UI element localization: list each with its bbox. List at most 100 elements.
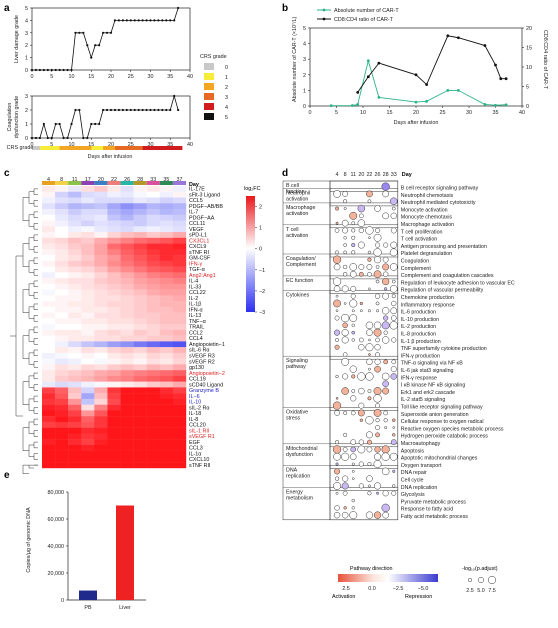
c-heat-cell — [68, 255, 82, 262]
d-legend-size-tick: 7.5 — [488, 588, 496, 594]
d-group-box — [329, 487, 399, 521]
c-heat-cell — [133, 335, 147, 342]
d-dot — [335, 374, 339, 379]
c-heat-cell — [55, 203, 69, 210]
c-heat-cell — [42, 243, 56, 250]
a-bottom-point — [129, 108, 132, 112]
d-dot — [367, 439, 372, 445]
b-series-line — [331, 59, 507, 107]
c-heat-cell — [120, 237, 134, 244]
c-heat-cell — [172, 295, 187, 302]
d-dot — [342, 191, 349, 197]
a-bottom-point — [109, 108, 113, 112]
c-heat-cell — [172, 278, 187, 285]
c-heat-cell — [94, 226, 108, 233]
d-pathway-label: IL-6 production — [401, 310, 436, 316]
c-heat-cell — [133, 421, 147, 428]
a-top-point — [102, 31, 105, 34]
c-heat-cell — [107, 318, 121, 325]
c-heat-cell — [55, 381, 69, 388]
c-heat-cell — [94, 232, 108, 238]
c-heat-cell — [42, 364, 56, 371]
c-heat-cell — [146, 433, 161, 440]
d-dot — [389, 197, 398, 206]
c-heat-cell — [172, 209, 187, 215]
d-group-box — [329, 253, 399, 280]
a-crs-strip-cell — [170, 146, 175, 150]
c-heat-cell — [107, 312, 121, 319]
d-dot — [341, 387, 349, 395]
c-column-color — [55, 181, 69, 185]
c-heat-cell — [55, 243, 69, 250]
c-heat-cell — [81, 283, 95, 290]
c-colorbar — [246, 196, 255, 312]
c-heat-cell — [81, 214, 95, 221]
d-dot — [373, 233, 382, 242]
c-heat-cell — [133, 370, 147, 377]
c-heat-cell — [94, 439, 108, 446]
c-heat-cell — [120, 289, 134, 296]
a-crs-strip-cell — [39, 146, 45, 150]
c-heat-cell — [159, 289, 174, 296]
c-heat-cell — [68, 456, 82, 463]
c-heat-cell — [107, 433, 121, 440]
c-heat-cell — [159, 237, 174, 244]
c-heat-cell — [68, 232, 82, 238]
a-top-point — [34, 68, 38, 72]
c-heat-cell — [172, 410, 187, 417]
d-dot — [334, 315, 340, 321]
c-heat-cell — [146, 272, 161, 279]
a-top-ytick-label: 0 — [25, 68, 28, 74]
c-heat-cell — [120, 324, 134, 331]
c-heat-cell — [68, 243, 82, 250]
c-heat-cell — [159, 220, 174, 227]
d-dot — [335, 491, 339, 495]
c-heat-cell — [55, 255, 69, 262]
a-top-point — [117, 19, 120, 22]
c-heat-cell — [94, 404, 108, 411]
c-row-label: Angiopoietin−1 — [189, 342, 225, 348]
c-heat-cell — [42, 462, 56, 469]
c-heat-cell — [146, 358, 161, 365]
c-heat-cell — [68, 444, 82, 451]
c-heat-cell — [68, 278, 82, 285]
d-legend-repression: Repression — [405, 594, 432, 600]
c-colorbar-tick-label: 0 — [259, 247, 262, 253]
a-crs-strip-label: CRS grade — [7, 145, 34, 151]
d-dot — [382, 490, 389, 497]
d-dot — [391, 490, 397, 496]
c-row-label: PDGF−AB/BB — [189, 204, 223, 210]
d-dot — [351, 221, 356, 226]
c-heat-cell — [159, 421, 174, 428]
b-ytick-left-label: 1 — [303, 88, 306, 94]
c-heat-cell — [133, 347, 147, 354]
d-category-label: Energy metabolism — [286, 490, 314, 502]
c-heat-cell — [81, 398, 95, 405]
d-dot — [390, 241, 398, 249]
c-row-label: VEGF — [189, 227, 204, 233]
c-heat-cell — [172, 433, 187, 440]
d-dot — [358, 271, 364, 277]
c-heat-cell — [133, 237, 147, 244]
b-ytick-left-label: 4 — [303, 42, 306, 48]
d-dot — [334, 228, 340, 233]
d-pathway-label: Apoptotic mitochondrial changes — [401, 456, 478, 462]
c-heat-cell — [81, 381, 95, 388]
a-crs-strip-cell — [59, 146, 64, 150]
c-heat-cell — [42, 220, 56, 227]
c-heat-cell — [55, 260, 69, 267]
c-heat-cell — [107, 456, 121, 463]
d-dot — [373, 511, 382, 519]
c-heat-cell — [81, 433, 95, 440]
d-dot — [368, 367, 371, 371]
d-dot — [391, 206, 396, 211]
a-top-point — [66, 68, 69, 72]
d-dot — [382, 190, 389, 198]
c-heat-cell — [107, 255, 121, 262]
c-heat-cell — [42, 318, 56, 325]
c-heat-cell — [107, 444, 121, 451]
d-dot — [351, 374, 356, 379]
c-heat-cell — [133, 450, 147, 457]
c-heat-cell — [146, 283, 161, 290]
c-heat-cell — [42, 214, 56, 221]
